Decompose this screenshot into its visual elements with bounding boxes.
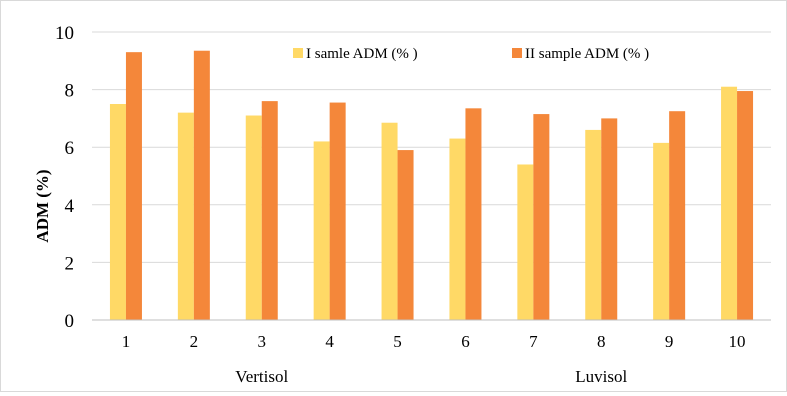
bar-series-2	[125, 52, 142, 320]
x-tick-label: 5	[393, 332, 402, 351]
group-label: Luvisol	[575, 367, 627, 386]
bar-series-2	[397, 150, 414, 320]
x-tick-label: 1	[122, 332, 131, 351]
legend-swatch	[512, 48, 522, 58]
y-axis-label: ADM (%)	[33, 169, 52, 242]
x-tick-label: 7	[529, 332, 538, 351]
group-label: Vertisol	[235, 367, 288, 386]
y-axis-tick-labels: 0 2 4 6 8 10	[55, 23, 75, 332]
legend-label: I samle ADM (% )	[306, 46, 418, 62]
y-tick-label: 2	[65, 253, 75, 274]
bar-series-1	[721, 86, 738, 320]
bar-series-1	[449, 138, 466, 320]
legend-label: II sample ADM (% )	[525, 46, 649, 62]
x-tick-label: 9	[665, 332, 674, 351]
x-tick-label: 4	[325, 332, 334, 351]
bar-series-1	[381, 122, 398, 320]
x-tick-label: 8	[597, 332, 606, 351]
bar-series-1	[517, 164, 534, 320]
y-tick-label: 4	[65, 196, 75, 217]
bar-series-1	[245, 115, 262, 321]
bar-series-2	[329, 102, 346, 320]
legend-swatch	[293, 48, 303, 58]
bar-series-2	[669, 111, 686, 320]
x-tick-label: 3	[258, 332, 267, 351]
bar-series-2	[533, 114, 550, 320]
x-tick-label: 10	[729, 332, 746, 351]
bar-series-1	[585, 129, 602, 320]
bar-series-2	[193, 50, 210, 320]
y-tick-label: 0	[65, 311, 75, 332]
y-tick-label: 10	[55, 23, 74, 44]
x-tick-label: 2	[190, 332, 199, 351]
bar-series-2	[261, 101, 278, 321]
bar-series-2	[465, 108, 482, 320]
y-tick-label: 6	[65, 138, 75, 159]
bar-series-1	[177, 112, 194, 320]
bar-series-2	[737, 91, 754, 320]
x-tick-label: 6	[461, 332, 470, 351]
y-tick-label: 8	[65, 81, 75, 102]
bar-series-1	[109, 104, 126, 320]
bar-series-1	[313, 141, 330, 320]
group-labels: Vertisol Luvisol	[235, 367, 627, 386]
x-axis-tick-labels: 1 2 3 4 5 6 7 8 9 10	[122, 332, 746, 351]
bar-series-1	[653, 142, 670, 320]
bar-series-2	[601, 118, 618, 321]
bars	[109, 50, 754, 321]
legend: I samle ADM (% ) II sample ADM (% )	[293, 46, 649, 62]
